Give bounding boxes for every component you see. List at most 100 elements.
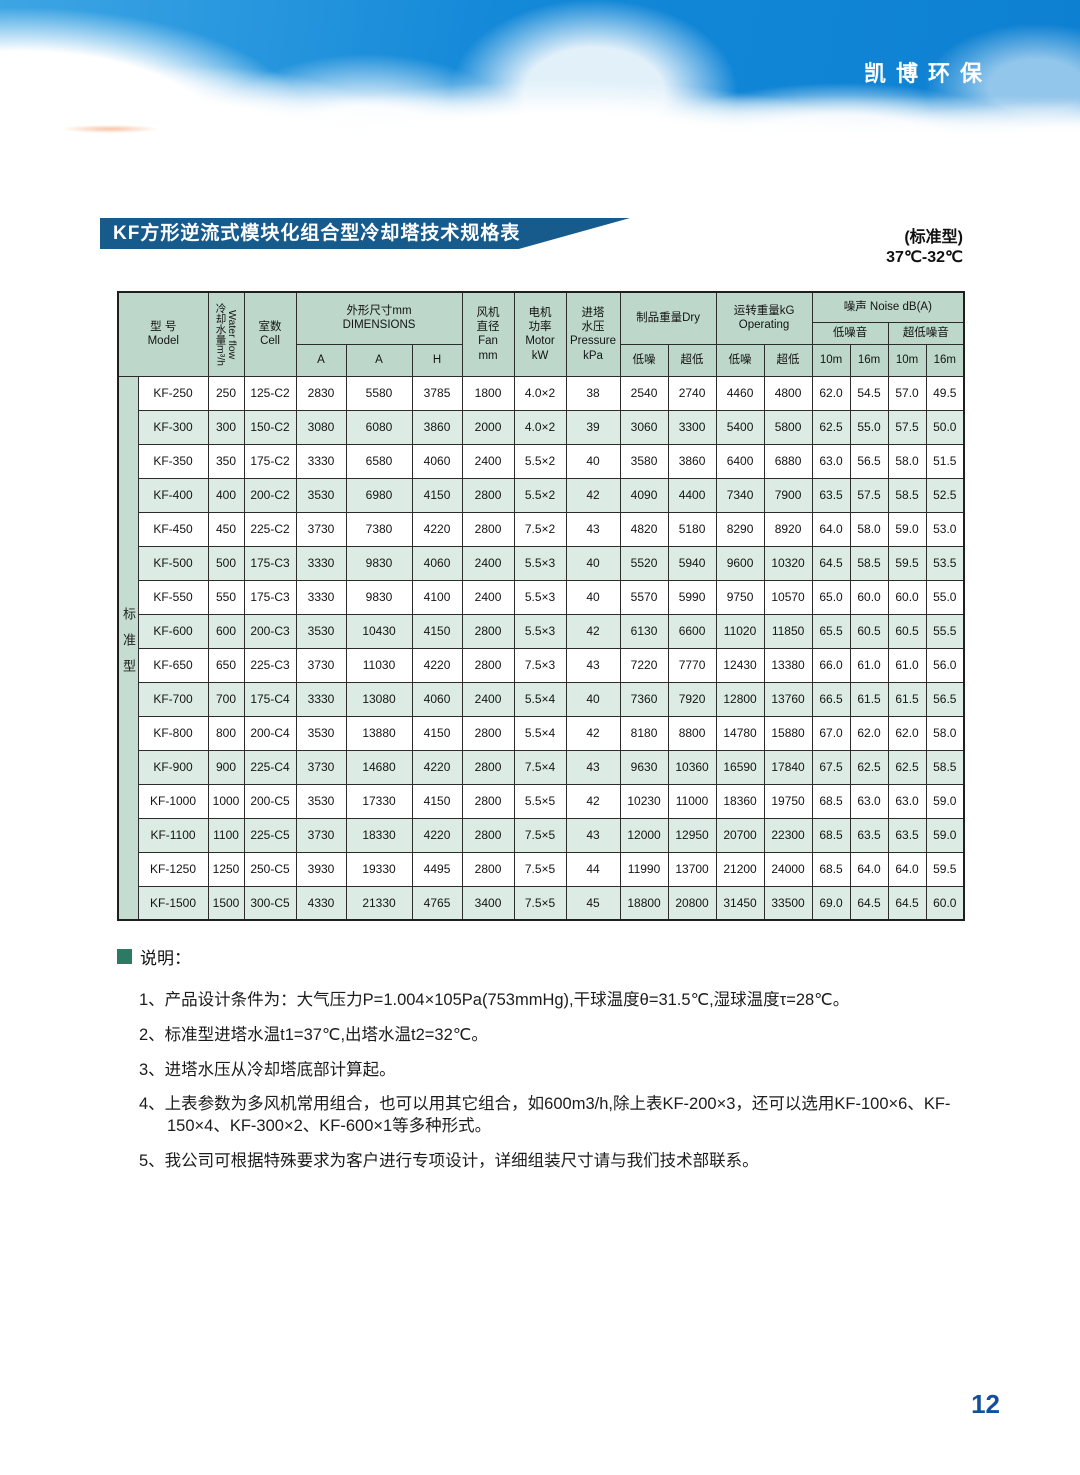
table-cell: 59.0: [925, 817, 965, 853]
table-cell: 250: [207, 375, 245, 411]
table-cell: 52.5: [925, 477, 965, 513]
table-cell: 2400: [461, 545, 515, 581]
table-cell: 500: [207, 545, 245, 581]
table-cell: 3530: [295, 783, 347, 819]
table-cell: 62.0: [849, 715, 889, 751]
table-cell: 2800: [461, 749, 515, 785]
table-cell: 4220: [411, 647, 463, 683]
table-cell: 9830: [345, 579, 413, 615]
table-cell: 40: [565, 579, 621, 615]
table-cell: 5.5×5: [513, 783, 567, 819]
table-cell: 9830: [345, 545, 413, 581]
table-cell: 175-C2: [243, 443, 297, 479]
table-cell: KF-800: [137, 715, 209, 751]
table-row: KF-800 800 200-C4 3530 13880 4150 2800 5.5×4 42 8…: [118, 715, 965, 751]
table-cell: 5180: [667, 511, 717, 547]
table-cell: 9600: [715, 545, 765, 581]
col-header-cell: 室数 Cell: [243, 291, 297, 377]
table-cell: 5.5×4: [513, 681, 567, 717]
table-cell: 64.5: [887, 885, 927, 921]
table-cell: 2800: [461, 613, 515, 649]
table-cell: 50.0: [925, 409, 965, 445]
table-cell: 59.5: [925, 851, 965, 887]
table-cell: KF-550: [137, 579, 209, 615]
table-cell: KF-400: [137, 477, 209, 513]
table-cell: 150-C2: [243, 409, 297, 445]
table-cell: 63.5: [811, 477, 851, 513]
table-cell: 7.5×3: [513, 647, 567, 683]
table-cell: 3330: [295, 545, 347, 581]
table-cell: 5570: [619, 579, 669, 615]
table-cell: 58.5: [925, 749, 965, 785]
table-cell: 2800: [461, 647, 515, 683]
table-cell: 7770: [667, 647, 717, 683]
table-cell: 14680: [345, 749, 413, 785]
col-header-dimensions: 外形尺寸mm DIMENSIONS: [295, 291, 463, 345]
table-cell: 12430: [715, 647, 765, 683]
table-cell: 65.5: [811, 613, 851, 649]
table-cell: 58.5: [887, 477, 927, 513]
table-cell: 57.5: [849, 477, 889, 513]
table-cell: 3730: [295, 817, 347, 853]
table-cell: 4330: [295, 885, 347, 921]
table-cell: 18360: [715, 783, 765, 819]
table-cell: KF-300: [137, 409, 209, 445]
col-header-noise-ultra-10m: 10m: [887, 343, 927, 377]
table-cell: 61.5: [849, 681, 889, 717]
table-cell: 4150: [411, 783, 463, 819]
table-cell: 450: [207, 511, 245, 547]
table-cell: 3730: [295, 647, 347, 683]
spec-table-head: 型 号 Model 冷却水量m³/h Water flow 室数 Cell 外形尺寸mm…: [117, 291, 965, 377]
table-cell: 63.0: [849, 783, 889, 819]
table-cell: 3860: [411, 409, 463, 445]
note-item: 3、进塔水压从冷却塔底部计算起。: [139, 1060, 396, 1079]
table-cell: 69.0: [811, 885, 851, 921]
table-row: KF-300 300 150-C2 3080 6080 3860 2000 4.0×2 39 30…: [118, 409, 965, 445]
table-cell: 5.5×3: [513, 545, 567, 581]
col-header-dim-h: H: [411, 343, 463, 377]
side-label-cell: 标准型: [117, 375, 139, 921]
notes-section: 说明： 1、产品设计条件为：大气压力P=1.004×105Pa(753mmHg)…: [117, 944, 953, 1186]
table-cell: 62.0: [887, 715, 927, 751]
section-title-banner: KF方形逆流式模块化组合型冷却塔技术规格表: [100, 218, 630, 249]
table-cell: 650: [207, 647, 245, 683]
table-cell: 5940: [667, 545, 717, 581]
table-cell: 6130: [619, 613, 669, 649]
note-item: 5、我公司可根据特殊要求为客户进行专项设计，详细组装尺寸请与我们技术部联系。: [139, 1151, 759, 1170]
section-title: KF方形逆流式模块化组合型冷却塔技术规格表: [113, 223, 521, 244]
table-cell: 4220: [411, 511, 463, 547]
header-row-3: A A H 低噪 超低 低噪 超低 10m 16m 10m 16m: [118, 343, 965, 377]
table-cell: 7.5×2: [513, 511, 567, 547]
water-flow-label-zh: 冷却水量m³/h: [214, 302, 227, 366]
note-item: 4、上表参数为多风机常用组合，也可以用其它组合，如600m3/h,除上表KF-2…: [139, 1095, 951, 1136]
table-cell: 13760: [763, 681, 813, 717]
table-cell: 63.5: [887, 817, 927, 853]
col-header-noise: 噪声 Noise dB(A): [811, 291, 965, 323]
table-cell: 11020: [715, 613, 765, 649]
table-cell: 61.5: [887, 681, 927, 717]
table-cell: 20700: [715, 817, 765, 853]
type-label: (标准型): [904, 229, 963, 246]
table-cell: KF-900: [137, 749, 209, 785]
table-cell: 24000: [763, 851, 813, 887]
table-cell: 42: [565, 715, 621, 751]
table-cell: 44: [565, 851, 621, 887]
table-cell: 175-C4: [243, 681, 297, 717]
table-cell: 11850: [763, 613, 813, 649]
table-cell: 9750: [715, 579, 765, 615]
table-cell: 550: [207, 579, 245, 615]
table-row: KF-1100 1100 225-C5 3730 18330 4220 2800 7.5×5 4…: [118, 817, 965, 853]
col-header-dry-ultra: 超低: [667, 343, 717, 377]
table-cell: 13880: [345, 715, 413, 751]
table-cell: 43: [565, 647, 621, 683]
table-cell: 40: [565, 545, 621, 581]
table-cell: 62.5: [849, 749, 889, 785]
table-cell: 4150: [411, 477, 463, 513]
table-cell: 11030: [345, 647, 413, 683]
table-cell: KF-500: [137, 545, 209, 581]
table-cell: 55.0: [849, 409, 889, 445]
spec-table-body: 标准型 KF-250 250 125-C2 2830 5580 3785 1800 4.0×2 3…: [117, 375, 965, 921]
table-cell: 7.5×5: [513, 851, 567, 887]
table-cell: 1500: [207, 885, 245, 921]
table-cell: KF-1100: [137, 817, 209, 853]
